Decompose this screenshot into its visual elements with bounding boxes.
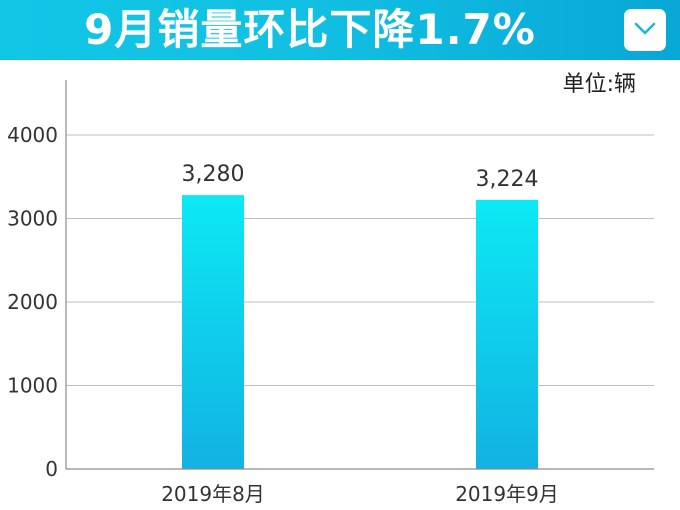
bar-value-label: 3,224: [476, 167, 539, 192]
dropdown-button[interactable]: [624, 9, 666, 51]
bar-value-label: 3,280: [182, 162, 245, 187]
y-tick-label: 1000: [7, 374, 58, 398]
bar-2: [476, 199, 538, 469]
gridlines: [66, 134, 654, 386]
y-tick-label: 4000: [7, 123, 58, 147]
x-tick-label: 2019年8月: [161, 482, 265, 506]
y-tick-label: 3000: [7, 207, 58, 231]
y-axis: 0 1000 2000 3000 4000: [7, 80, 67, 481]
bars: 3,280 3,224: [182, 162, 539, 469]
y-tick-label: 2000: [7, 290, 58, 314]
y-tick-label: 0: [45, 457, 58, 481]
bar-1: [182, 195, 244, 469]
chart-title: 9月销量环比下降1.7%: [84, 5, 536, 54]
title-banner: 9月销量环比下降1.7%: [0, 0, 680, 60]
x-tick-label: 2019年9月: [455, 482, 559, 506]
chevron-down-icon: [634, 22, 656, 35]
x-axis: 2019年8月 2019年9月: [66, 468, 654, 506]
unit-label: 单位:辆: [562, 72, 636, 97]
